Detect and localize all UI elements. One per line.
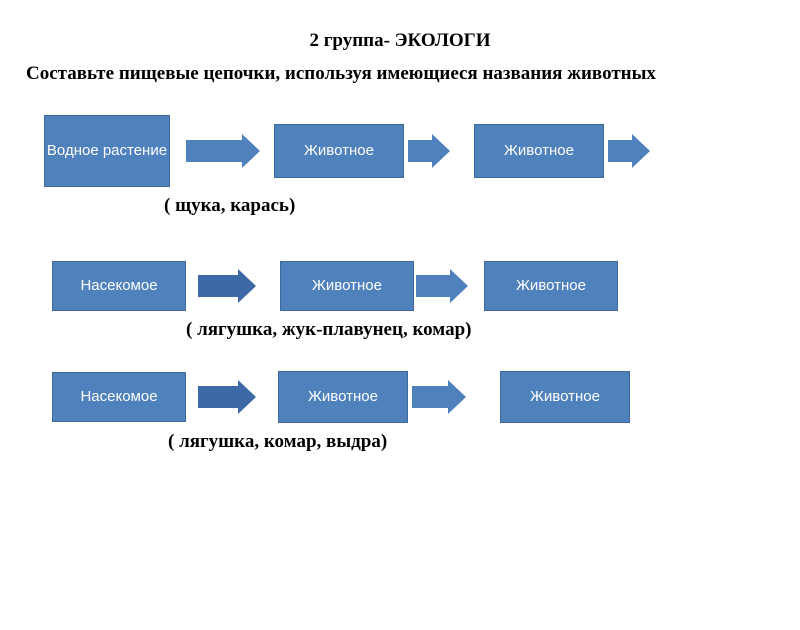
chain-box: Животное <box>280 261 414 311</box>
chain-box: Животное <box>278 371 408 423</box>
chain-box: Животное <box>274 124 404 178</box>
chain-box: Насекомое <box>52 261 186 311</box>
chain-box: Животное <box>474 124 604 178</box>
arrow-icon <box>198 269 256 303</box>
chains-container: Водное растение Животное Животное ( щука, к… <box>0 115 800 453</box>
chain-hint: ( лягушка, жук-плавунец, комар) <box>186 319 800 341</box>
arrow-icon <box>608 134 650 168</box>
chain-box: Животное <box>484 261 618 311</box>
food-chain-row: Водное растение Животное Животное <box>44 115 800 187</box>
page-title: 2 группа- ЭКОЛОГИ <box>0 30 800 52</box>
chain-hint: ( щука, карась) <box>164 195 800 217</box>
page-subtitle: Составьте пищевые цепочки, используя име… <box>26 62 770 87</box>
arrow-icon <box>408 134 450 168</box>
arrow-icon <box>186 134 260 168</box>
chain-box: Водное растение <box>44 115 170 187</box>
arrow-icon <box>198 380 256 414</box>
food-chain-row: Насекомое Животное Животное <box>52 261 800 311</box>
arrow-icon <box>412 380 466 414</box>
arrow-icon <box>416 269 468 303</box>
chain-hint: ( лягушка, комар, выдра) <box>168 431 800 453</box>
chain-box: Насекомое <box>52 372 186 422</box>
chain-box: Животное <box>500 371 630 423</box>
food-chain-row: Насекомое Животное Животное <box>52 371 800 423</box>
